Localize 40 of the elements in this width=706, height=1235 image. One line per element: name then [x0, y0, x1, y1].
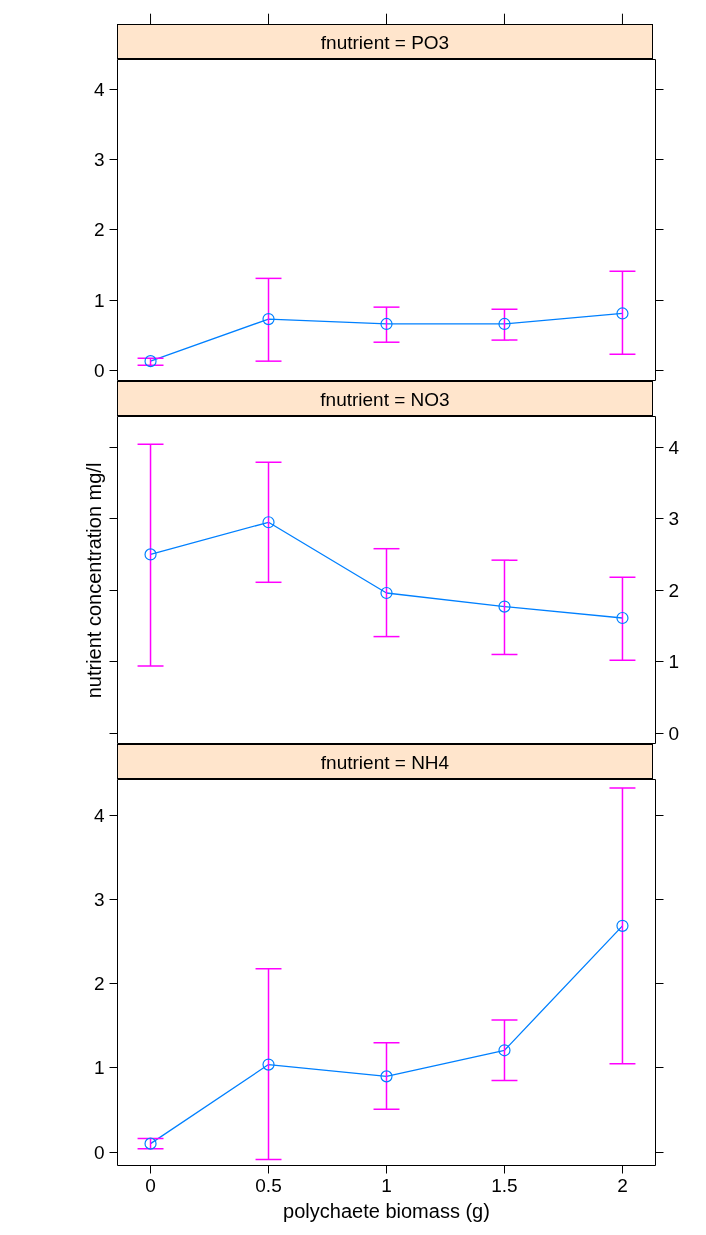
y-tick-label: 3: [668, 508, 680, 530]
point: [498, 317, 511, 331]
point: [262, 1058, 275, 1071]
y-tick-label: 4: [93, 805, 105, 827]
y-tick-label: 1: [93, 1057, 105, 1079]
y-tick-label: 3: [93, 889, 105, 911]
y-tick-label: 2: [93, 219, 105, 241]
point: [616, 919, 629, 932]
point: [498, 600, 511, 613]
point: [380, 586, 393, 600]
y-tick-label: 0: [93, 359, 105, 381]
point: [262, 312, 275, 326]
point: [144, 1137, 157, 1150]
y-tick-label: 2: [93, 973, 105, 995]
point: [380, 1070, 393, 1083]
chart-title: fnutrient = NH4: [320, 751, 450, 775]
x-tick-label: 2: [617, 1174, 628, 1196]
x-axis-title: polychaete biomass (g): [283, 1199, 490, 1222]
y-tick-label: 4: [668, 436, 680, 458]
y-tick-label: 2: [668, 579, 680, 601]
y-tick-label: 3: [93, 149, 105, 171]
x-tick-label: 1.5: [491, 1174, 518, 1196]
x-tick-label: 1: [381, 1174, 392, 1196]
point: [498, 1044, 511, 1057]
y-tick-label: 0: [668, 722, 680, 744]
point: [144, 548, 157, 561]
point: [144, 355, 157, 368]
y-tick-label: 1: [668, 651, 680, 673]
point: [262, 516, 275, 529]
y-axis-title: nutrient concentration mg/l: [82, 462, 105, 699]
y-tick-label: 0: [93, 1141, 105, 1163]
chart-title: fnutrient = PO3: [320, 31, 450, 55]
point: [616, 307, 629, 320]
x-tick-label: 0.5: [255, 1174, 282, 1196]
y-tick-label: 4: [93, 79, 105, 101]
chart-title: fnutrient = NO3: [320, 388, 450, 412]
y-tick-label: 1: [93, 289, 105, 311]
point: [616, 611, 629, 625]
x-tick-label: 0: [145, 1174, 156, 1196]
point: [380, 317, 393, 331]
